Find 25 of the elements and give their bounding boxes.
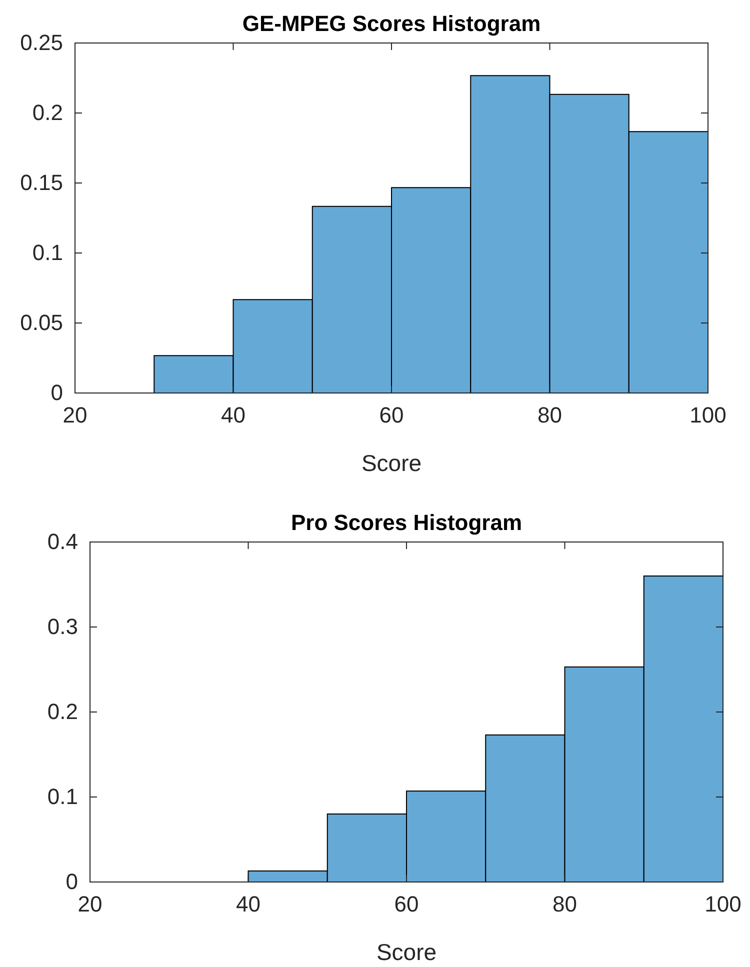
y-tick-label: 0.3	[47, 614, 78, 640]
x-tick-label: 80	[552, 892, 577, 917]
y-tick-label: 0.2	[47, 699, 78, 724]
x-tick-label: 40	[236, 892, 260, 917]
y-tick-label: 0.2	[32, 100, 63, 126]
y-tick-label: 0.1	[32, 240, 63, 266]
x-axis-title: Score	[361, 450, 422, 476]
x-tick-label: 40	[221, 402, 246, 428]
x-tick-label: 60	[379, 402, 404, 428]
y-tick-label: 0.1	[47, 784, 78, 810]
x-tick-label: 100	[704, 892, 742, 917]
y-tick-label: 0.05	[20, 310, 63, 336]
y-tick-label: 0	[66, 869, 78, 894]
y-tick-label: 0.15	[20, 170, 63, 196]
y-tick-label: 0	[50, 380, 63, 406]
x-tick-label: 80	[538, 402, 562, 428]
x-tick-label: 20	[62, 402, 88, 428]
x-tick-label: 100	[690, 402, 726, 428]
chart-title: GE-MPEG Scores Histogram	[242, 11, 541, 36]
x-axis-title: Score	[376, 939, 437, 965]
y-tick-label: 0.4	[47, 529, 78, 554]
x-tick-label: 20	[78, 892, 102, 917]
chart-title: Pro Scores Histogram	[290, 510, 522, 535]
x-tick-label: 60	[394, 892, 419, 917]
y-tick-label: 0.25	[20, 30, 63, 56]
